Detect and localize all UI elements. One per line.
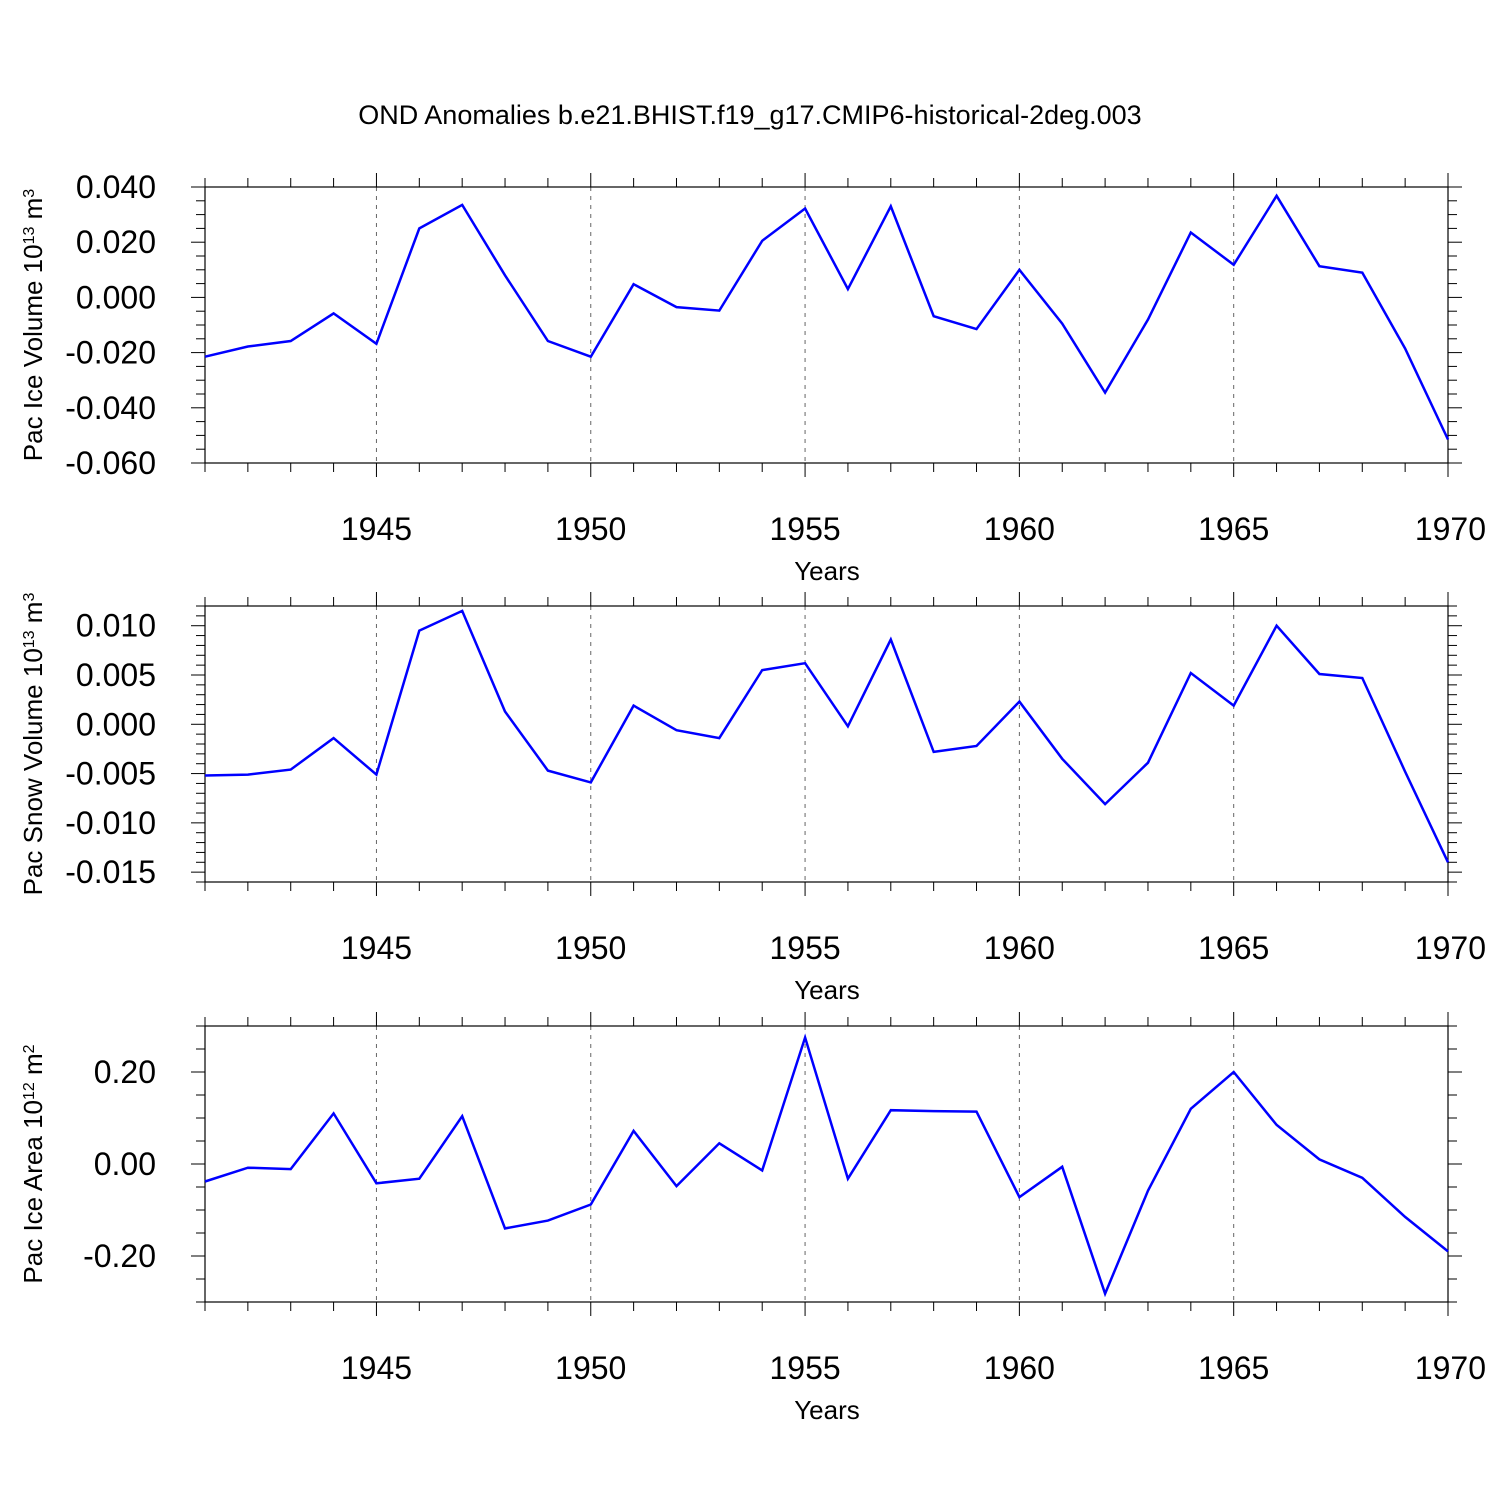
x-tick-label: 1955	[769, 511, 840, 547]
y-tick-label: -0.20	[83, 1238, 156, 1274]
y-tick-label: -0.060	[65, 445, 156, 481]
x-tick-label: 1960	[984, 511, 1055, 547]
y-axis-title-part: Pac Snow Volume 10	[18, 648, 48, 895]
y-tick-label: -0.010	[65, 805, 156, 841]
x-tick-label: 1950	[555, 1350, 626, 1386]
y-axis-title-sup: 2	[21, 1044, 38, 1053]
series-line	[204, 193, 1450, 441]
y-tick-label: -0.005	[65, 756, 156, 792]
x-tick-label: 1970	[1415, 930, 1486, 966]
series-line	[204, 1033, 1449, 1298]
chart-title: OND Anomalies b.e21.BHIST.f19_g17.CMIP6-…	[358, 100, 1141, 130]
plot-frame	[204, 186, 1449, 464]
y-tick-label: -0.040	[65, 390, 156, 426]
x-tick-label: 1970	[1415, 1350, 1486, 1386]
series-line	[204, 609, 1450, 863]
y-tick-label: -0.020	[65, 335, 156, 371]
y-tick-label: 0.010	[76, 608, 156, 644]
y-tick-label: 0.00	[94, 1146, 156, 1182]
y-tick-label: 0.20	[94, 1054, 156, 1090]
y-axis-title-part: m	[18, 198, 48, 227]
y-axis-title-sup: 3	[21, 593, 38, 602]
y-tick-label: 0.005	[76, 657, 156, 693]
x-tick-label: 1950	[555, 511, 626, 547]
x-tick-label: 1955	[769, 930, 840, 966]
y-axis-title-part: Pac Ice Volume 10	[18, 244, 48, 461]
y-tick-label: 0.000	[76, 706, 156, 742]
x-tick-label: 1945	[341, 511, 412, 547]
x-tick-label: 1950	[555, 930, 626, 966]
x-tick-label: 1945	[341, 930, 412, 966]
panel-ice-area: -0.20 0.00 0.20 1945 1950 1955 1960 1965 1970 Yea…	[18, 1012, 1486, 1425]
x-axis-title: Years	[794, 975, 860, 1005]
y-axis-title: Pac Snow Volume 1013 m3	[18, 593, 48, 896]
y-axis-title-part: Pac Ice Area 10	[18, 1100, 48, 1284]
y-tick-label: 0.020	[76, 224, 156, 260]
x-tick-label: 1965	[1198, 511, 1269, 547]
x-tick-label: 1955	[769, 1350, 840, 1386]
panel-ice-volume: -0.060 -0.040 -0.020 0.000 0.020 0.040 1945 195…	[18, 169, 1486, 586]
y-axis-title-part: m	[18, 602, 48, 631]
x-tick-label: 1945	[341, 1350, 412, 1386]
y-axis-title: Pac Ice Volume 1013 m3	[18, 189, 48, 462]
y-axis-title-part: m	[18, 1053, 48, 1082]
x-tick-label: 1965	[1198, 930, 1269, 966]
x-axis-title: Years	[794, 1395, 860, 1425]
y-tick-label: 0.000	[76, 279, 156, 315]
y-axis-title-sup: 12	[21, 1082, 38, 1100]
x-axis-title: Years	[794, 556, 860, 586]
y-axis-title-sup: 13	[21, 630, 38, 648]
x-tick-label: 1965	[1198, 1350, 1269, 1386]
y-axis-title: Pac Ice Area 1012 m2	[18, 1044, 48, 1283]
panel-snow-volume: -0.015 -0.010 -0.005 0.000 0.005 0.010 1945 195…	[18, 592, 1486, 1005]
x-tick-label: 1960	[984, 930, 1055, 966]
plot-frame	[204, 605, 1449, 883]
x-tick-label: 1970	[1415, 511, 1486, 547]
y-axis-title-sup: 13	[21, 226, 38, 244]
y-axis-title-sup: 3	[21, 189, 38, 198]
plot-frame	[204, 1025, 1449, 1303]
y-tick-label: 0.040	[76, 169, 156, 205]
x-tick-label: 1960	[984, 1350, 1055, 1386]
y-tick-label: -0.015	[65, 854, 156, 890]
